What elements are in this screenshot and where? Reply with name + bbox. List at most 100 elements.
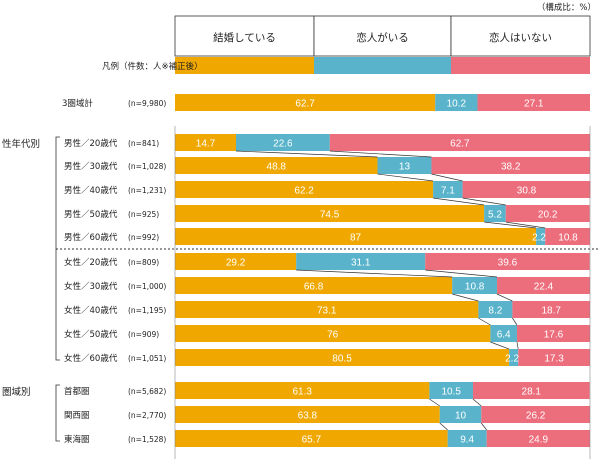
bar-row-married-segment [175, 181, 434, 198]
bar-row-partner-segment [433, 181, 463, 198]
bar-row-none-segment [329, 134, 590, 151]
bar-row-partner-value: 9.4 [460, 435, 474, 446]
connector-line [462, 197, 506, 206]
legend-label: 凡例（件数：人※補正後） [102, 61, 203, 72]
row-label: 首都圏 [64, 386, 90, 397]
total-label: 3圏域計 [62, 98, 93, 109]
connector-line [478, 317, 491, 326]
connector-line [431, 173, 463, 182]
bar-row-none-value: 17.6 [544, 330, 564, 341]
connector-line [235, 150, 378, 158]
bar-row-married-value: 14.7 [196, 139, 216, 150]
connector-line [505, 221, 546, 229]
bar-row-partner-segment [429, 382, 473, 399]
bar-row-none-value: 62.7 [450, 139, 470, 150]
row-n: (n=925) [128, 210, 159, 219]
bar-row-married-value: 74.5 [320, 210, 340, 221]
header-box-2 [313, 15, 452, 57]
header-label-1: 結婚している [213, 31, 276, 44]
connector-line [480, 422, 487, 431]
header-label-2: 恋人がいる [356, 31, 409, 44]
bar-row-married-segment [175, 205, 485, 222]
row-label: 女性／30歳代 [64, 281, 118, 292]
row-n: (n=1,528) [128, 435, 166, 444]
legend-swatch-2 [314, 57, 451, 74]
bar-row-married-segment [175, 406, 440, 423]
bar-row-married-value: 29.2 [226, 258, 246, 269]
bar-row-partner-value: 2.2 [532, 233, 546, 244]
bar-row-married-value: 73.1 [317, 306, 337, 317]
row-n: (n=809) [128, 258, 159, 267]
connector-line [425, 269, 498, 278]
bar-row-none-value: 18.7 [541, 306, 561, 317]
bar-row-married-segment [175, 382, 430, 399]
bar-row-married-value: 65.7 [302, 435, 322, 446]
row-label: 男性／30歳代 [64, 161, 118, 172]
bar-row-none-value: 38.2 [501, 162, 521, 173]
group-bracket [55, 136, 60, 361]
group-bracket [55, 384, 60, 442]
bar-row-married-segment [175, 277, 453, 294]
row-label: 男性／20歳代 [64, 138, 118, 149]
row-label: 男性／40歳代 [64, 185, 118, 196]
row-label: 男性／50歳代 [64, 209, 118, 220]
total-row-married-segment [175, 94, 436, 111]
connector-line [472, 398, 482, 407]
bar-row-married-value: 48.8 [267, 162, 287, 173]
total-row-none-segment [477, 94, 590, 111]
bar-row-none-segment [481, 406, 590, 423]
bar-row-married-value: 66.8 [304, 282, 324, 293]
row-n: (n=5,682) [128, 387, 166, 396]
bar-row-married-segment [175, 349, 510, 366]
bar-row-none-value: 17.3 [544, 354, 564, 365]
bar-row-married-value: 61.3 [292, 387, 312, 398]
bar-row-married-segment [175, 253, 297, 270]
bar-row-married-value: 76 [327, 330, 339, 341]
row-n: (n=1,028) [128, 162, 166, 171]
bar-row-married-value: 87 [350, 233, 362, 244]
bar-row-none-segment [512, 301, 590, 318]
bar-row-none-segment [472, 382, 590, 399]
row-n: (n=992) [128, 233, 159, 242]
bar-row-partner-value: 8.2 [488, 306, 502, 317]
bar-row-partner-value: 6.4 [497, 330, 511, 341]
row-label: 関西圏 [64, 411, 90, 421]
connector-line [516, 341, 519, 350]
connector-line [377, 173, 434, 182]
bar-row-partner-segment [439, 406, 482, 423]
total-row-married-value: 62.7 [295, 99, 315, 110]
row-label: 女性／60歳代 [64, 353, 118, 364]
bar-row-partner-value: 13 [399, 162, 411, 173]
bar-row-married-value: 80.5 [332, 354, 352, 365]
bar-row-none-segment [497, 277, 590, 294]
row-n: (n=909) [128, 330, 159, 339]
row-n: (n=2,770) [128, 411, 166, 420]
bar-row-none-segment [486, 430, 590, 447]
row-n: (n=1,051) [128, 354, 166, 363]
bar-row-none-value: 24.9 [529, 435, 549, 446]
row-label: 女性／40歳代 [64, 305, 118, 316]
bar-row-partner-value: 31.1 [351, 258, 371, 269]
bar-row-none-segment [505, 205, 590, 222]
connector-line [329, 150, 432, 158]
bar-row-partner-value: 22.6 [273, 139, 293, 150]
bar-row-married-value: 62.2 [294, 186, 314, 197]
row-n: (n=1,195) [128, 306, 166, 315]
bar-row-partner-value: 10 [455, 411, 467, 422]
bar-row-married-segment [175, 134, 237, 151]
bar-row-none-segment [518, 349, 590, 366]
connector-line [433, 197, 485, 206]
header-label-3: 恋人はいない [489, 31, 552, 44]
connector-line [452, 293, 479, 302]
row-label: 女性／20歳代 [64, 257, 118, 268]
bar-row-married-segment [175, 325, 491, 342]
connector-line [296, 269, 453, 278]
bar-row-none-value: 30.8 [517, 186, 537, 197]
bar-row-partner-segment [509, 349, 519, 366]
bar-row-none-value: 22.4 [534, 282, 554, 293]
row-n: (n=841) [128, 139, 159, 148]
total-row-partner-value: 10.2 [447, 99, 467, 110]
bar-row-partner-value: 5.2 [488, 210, 502, 221]
legend-swatch-1 [175, 57, 314, 74]
